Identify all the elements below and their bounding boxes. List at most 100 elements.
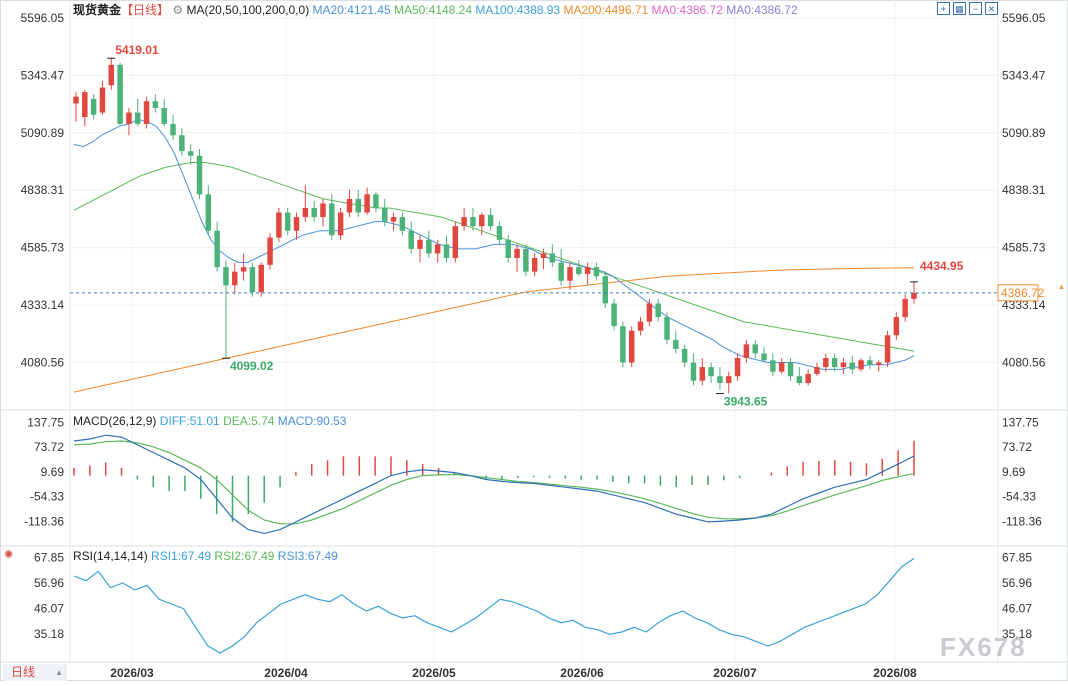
- candle-body: [329, 203, 335, 236]
- settings-gear-icon[interactable]: ⚙: [169, 3, 186, 17]
- candle-body: [196, 155, 203, 195]
- candle-body: [690, 362, 697, 381]
- y-tick-label-right: 5090.89: [1002, 126, 1046, 140]
- rsi-y-tick-right: 56.96: [1002, 576, 1032, 590]
- watermark: FX678: [940, 632, 1027, 662]
- candle-body: [699, 367, 706, 381]
- macd-legend: MACD(26,12,9) DIFF:51.01 DEA:5.74 MACD:9…: [73, 414, 347, 428]
- macd-value-label: MACD:90.53: [274, 414, 346, 428]
- candle-body: [284, 212, 291, 231]
- y-tick-label-right: 4585.73: [1002, 241, 1046, 255]
- zoom-in-icon[interactable]: +: [937, 2, 950, 15]
- candle-body: [523, 248, 529, 272]
- candle-body: [364, 194, 370, 213]
- candle-body: [355, 198, 362, 213]
- macd-y-tick-right: 73.72: [1002, 440, 1032, 454]
- current-price-box: [997, 284, 1039, 302]
- candle-body: [223, 267, 229, 286]
- settings-icon[interactable]: ✕: [985, 2, 998, 15]
- candle-body: [717, 376, 723, 383]
- candle-body: [681, 348, 688, 363]
- candle-body: [337, 212, 344, 236]
- y-tick-label-right: 5343.47: [1002, 68, 1046, 82]
- main-legend: 现货黄金【日线】 ⚙ MA(20,50,100,200,0,0) MA20:41…: [73, 2, 798, 17]
- candle-body: [787, 362, 794, 377]
- indicator-settings-icon[interactable]: ✺: [4, 549, 13, 561]
- candle-body: [814, 367, 820, 374]
- rsi-y-tick-left: 67.85: [34, 551, 64, 565]
- rsi-title: RSI(14,14,14): [73, 549, 148, 563]
- candle-body: [487, 214, 494, 227]
- x-tick-label: 2026/05: [412, 666, 456, 680]
- candle-body: [161, 108, 167, 124]
- candle-body: [875, 362, 882, 365]
- candle-body: [232, 271, 238, 286]
- ma-value-label: MA20:4121.45: [309, 3, 391, 17]
- candle-body: [752, 344, 758, 354]
- candle-body: [673, 339, 679, 349]
- candle-body: [505, 239, 511, 258]
- candle-body: [664, 317, 670, 340]
- macd-title: MACD(26,12,9): [73, 414, 156, 428]
- chart-toolbar: + ▦ − ✕: [937, 2, 998, 15]
- rsi-y-tick-right: 67.85: [1002, 551, 1032, 565]
- candle-body: [214, 230, 220, 268]
- candle-body: [584, 267, 591, 274]
- x-tick-label: 2026/07: [713, 666, 757, 680]
- ma-value-label: MA0:4386.72: [723, 3, 798, 17]
- candle-body: [470, 217, 476, 227]
- candle-body: [267, 237, 273, 265]
- candle-body: [576, 267, 582, 274]
- candle-body: [646, 303, 653, 322]
- y-tick-label-right: 4333.14: [1002, 298, 1046, 312]
- candle-body: [858, 360, 864, 370]
- rsi-y-tick-left: 35.18: [34, 627, 64, 641]
- candle-body: [408, 230, 414, 249]
- candle-body: [831, 358, 838, 368]
- candle-body: [126, 112, 132, 124]
- candle-body: [99, 87, 106, 113]
- price-marker-icon: ▲: [1058, 284, 1065, 291]
- macd-value-label: DIFF:51.01: [156, 414, 220, 428]
- candle-body: [531, 258, 538, 272]
- rsi-y-tick-left: 56.96: [34, 576, 64, 590]
- grid-icon[interactable]: ▦: [953, 2, 966, 15]
- ma200-line: [73, 267, 915, 393]
- current-price-label: 4386.72: [1001, 286, 1045, 300]
- macd-y-tick-right: -118.36: [1002, 514, 1042, 528]
- ma50-line: [73, 162, 915, 352]
- candle-body: [770, 360, 776, 372]
- x-tick-label: 2026/06: [560, 666, 604, 680]
- extreme-price-label: 4099.02: [230, 359, 274, 373]
- candle-body: [558, 262, 564, 281]
- zoom-out-icon[interactable]: −: [969, 2, 982, 15]
- y-tick-label-right: 4080.56: [1002, 355, 1046, 369]
- rsi-value-label: RSI2:67.49: [211, 549, 275, 563]
- candle-body: [514, 248, 520, 258]
- rsi-y-tick-left: 46.07: [34, 602, 64, 616]
- candle-body: [902, 298, 908, 318]
- candle-body: [893, 317, 900, 336]
- candle-body: [373, 194, 379, 208]
- period-button[interactable]: 日线 ▲: [3, 664, 67, 681]
- candle-body: [143, 101, 150, 124]
- candle-body: [205, 194, 212, 231]
- ma-value-label: MA0:4386.72: [648, 3, 723, 17]
- y-tick-label-left: 4838.31: [21, 183, 65, 197]
- rsi-value-label: RSI3:67.49: [274, 549, 338, 563]
- candle-body: [240, 267, 247, 272]
- candle-body: [796, 376, 803, 383]
- candle-body: [867, 360, 873, 365]
- candle-body: [276, 212, 282, 238]
- instrument-name: 现货黄金: [73, 2, 122, 17]
- candle-body: [602, 276, 608, 304]
- candle-body: [434, 244, 441, 254]
- candle-body: [708, 367, 714, 377]
- candle-body: [726, 376, 732, 383]
- candle-body: [426, 239, 432, 254]
- dea-line: [73, 440, 915, 525]
- candle-body: [452, 226, 459, 258]
- candle-body: [443, 244, 450, 258]
